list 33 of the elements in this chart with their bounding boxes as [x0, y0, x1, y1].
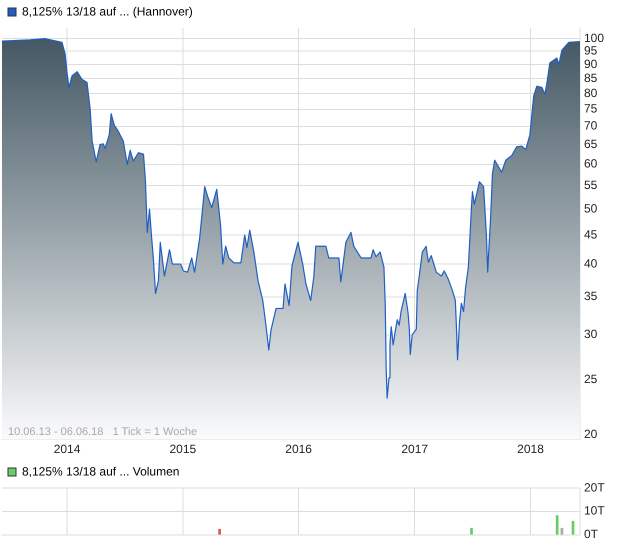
y-tick-label: 40 [584, 256, 598, 270]
y-tick-label: 90 [584, 56, 598, 71]
y-tick-label: 20 [584, 426, 598, 441]
x-tick-label: 2014 [54, 442, 81, 456]
bar [556, 515, 558, 535]
y-tick-label: 0T [584, 527, 599, 542]
y-tick-label: 85 [584, 70, 598, 85]
y-tick-label: 10T [584, 504, 606, 518]
x-tick-label: 2018 [517, 442, 544, 456]
y-tick-label: 25 [584, 372, 598, 386]
y-tick-label: 95 [584, 44, 598, 58]
y-tick-label: 30 [584, 327, 598, 342]
x-tick-label: 2017 [401, 442, 428, 456]
y-tick-label: 45 [584, 227, 598, 242]
y-tick-label: 75 [584, 102, 598, 116]
y-tick-label: 65 [584, 136, 598, 151]
y-tick-label: 20T [584, 480, 606, 494]
bar [218, 528, 221, 535]
bar [572, 520, 574, 535]
x-tick-label: 2015 [169, 442, 196, 456]
y-tick-label: 50 [584, 201, 598, 216]
y-tick-label: 70 [584, 118, 598, 133]
bar [560, 528, 564, 535]
bar [470, 528, 473, 535]
y-tick-label: 80 [584, 86, 598, 100]
y-tick-label: 100 [584, 30, 604, 45]
y-tick-label: 55 [584, 178, 598, 192]
annotation: 10.06.13 - 06.06.18 1 Tick = 1 Woche [8, 426, 198, 438]
y-tick-label: 60 [584, 156, 598, 171]
y-tick-label: 35 [584, 289, 598, 304]
x-tick-label: 2016 [285, 442, 312, 456]
legend-label: 8,125% 13/18 auf ... (Hannover) [22, 4, 193, 18]
legend-label: 8,125% 13/18 auf ... Volumen [22, 464, 180, 478]
